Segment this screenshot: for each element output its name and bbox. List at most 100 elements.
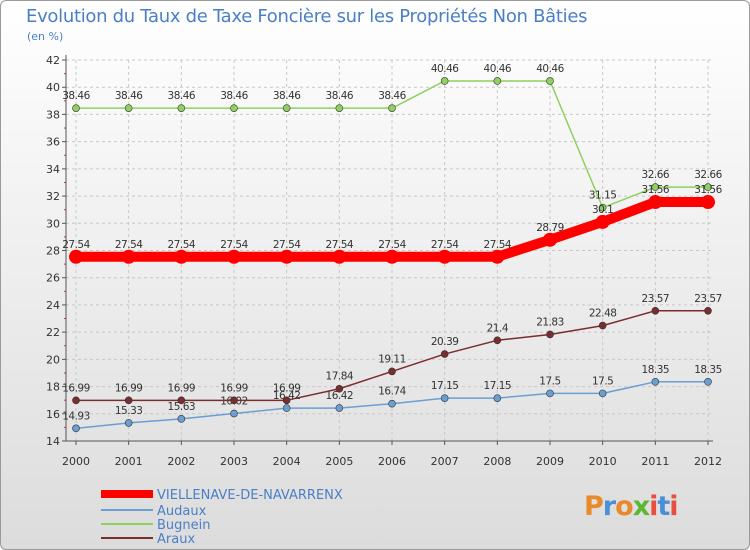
y-tick-label: 38	[46, 108, 60, 121]
data-label: 17.15	[431, 380, 459, 392]
data-point	[282, 396, 291, 405]
logo-letter: r	[602, 491, 616, 522]
data-label: 16.99	[62, 382, 90, 394]
y-tick-label: 42	[46, 54, 60, 67]
legend-label: Araux	[157, 532, 195, 547]
data-point	[651, 183, 660, 191]
data-point	[543, 232, 557, 247]
data-label: 38.46	[326, 90, 354, 102]
data-point	[704, 378, 712, 386]
data-label: 17.15	[484, 380, 512, 392]
data-label: 22.48	[589, 308, 617, 320]
data-point	[490, 249, 505, 264]
proxiti-logo: Proxiti	[584, 491, 679, 522]
data-label: 38.46	[62, 90, 90, 102]
data-point	[493, 394, 502, 402]
data-label: 31.15	[589, 190, 617, 202]
data-label: 16.74	[378, 386, 406, 398]
data-point	[493, 77, 502, 85]
x-tick-label: 2001	[115, 455, 143, 468]
data-label: 27.54	[115, 239, 143, 251]
data-point	[124, 419, 133, 427]
logo-letter: i	[669, 491, 678, 522]
data-point	[437, 249, 452, 264]
data-label: 38.46	[168, 90, 196, 102]
data-label: 23.57	[642, 293, 670, 305]
y-tick-label: 32	[46, 190, 60, 203]
data-label: 14.93	[62, 410, 90, 422]
data-point	[493, 336, 502, 345]
data-point	[595, 214, 610, 229]
data-point	[388, 399, 396, 408]
logo-letter: x	[632, 491, 650, 522]
data-point	[701, 195, 715, 210]
data-point	[648, 195, 663, 210]
series-audaux: 14.9315.3315.6316.0216.4216.4216.7417.15…	[62, 364, 722, 433]
y-tick-label: 24	[46, 299, 60, 312]
data-point	[440, 350, 449, 358]
data-point	[121, 249, 136, 264]
data-label: 27.54	[378, 239, 406, 251]
data-label: 16.99	[273, 382, 301, 394]
axes: 14 16 18 20 22 24 26 28 30 32 34 36 38 40 42 2000 2001 20…	[46, 54, 722, 468]
data-label: 32.66	[694, 169, 722, 181]
y-tick-label: 18	[46, 381, 60, 394]
legend-label: Audaux	[157, 504, 207, 519]
x-tick-label: 2012	[694, 455, 722, 468]
data-label: 27.54	[326, 239, 354, 251]
data-label: 15.33	[115, 405, 143, 417]
data-label: 30.1	[592, 204, 613, 216]
data-label: 27.54	[62, 239, 90, 251]
data-label: 18.35	[642, 364, 670, 376]
y-tick-label: 30	[46, 217, 60, 230]
x-tick-label: 2003	[220, 455, 248, 468]
data-label: 27.54	[220, 239, 248, 251]
x-tick-label: 2000	[62, 455, 90, 468]
data-point	[704, 183, 712, 191]
data-label: 16.99	[168, 382, 196, 394]
chart-title: Evolution du Taux de Taxe Foncière sur l…	[26, 6, 588, 27]
data-label: 38.46	[378, 90, 406, 102]
legend-label: VIELLENAVE-DE-NAVARRENX	[157, 488, 343, 503]
data-point	[177, 396, 186, 405]
data-point	[174, 249, 189, 264]
x-tick-label: 2004	[273, 455, 301, 468]
y-tick-label: 26	[46, 272, 60, 285]
data-point	[335, 404, 344, 412]
data-label: 18.35	[694, 364, 722, 376]
data-label: 31.56	[694, 184, 722, 196]
logo-letter: o	[615, 491, 634, 522]
series-viellenave-de-navarrenx: 27.54 27.54 27.54 27.54 27.54 27.54 27.54 27.54…	[62, 184, 723, 264]
x-tick-label: 2005	[325, 455, 353, 468]
data-point	[598, 321, 607, 330]
data-point	[69, 249, 83, 264]
data-point	[72, 396, 80, 405]
logo-letter: t	[657, 491, 670, 522]
data-point	[335, 384, 344, 393]
data-label: 27.54	[168, 239, 196, 251]
data-label: 16.99	[220, 382, 248, 394]
data-label: 38.46	[273, 90, 301, 102]
data-point	[279, 249, 294, 264]
series-group: 14.9315.3315.6316.0216.4216.4216.7417.15…	[62, 63, 723, 433]
data-point	[72, 104, 80, 112]
logo-letter: i	[649, 491, 658, 522]
data-point	[440, 77, 449, 85]
y-tick-label: 36	[46, 136, 60, 149]
data-point	[335, 104, 344, 112]
x-tick-label: 2002	[167, 455, 195, 468]
data-label: 31.56	[642, 184, 670, 196]
data-point	[704, 306, 712, 315]
data-point	[230, 396, 238, 405]
x-tick-label: 2011	[641, 455, 669, 468]
data-point	[546, 77, 554, 85]
data-point	[227, 249, 241, 264]
data-label: 28.79	[536, 222, 564, 234]
data-label: 15.63	[168, 401, 196, 413]
data-point	[598, 203, 607, 212]
x-tick-label: 2006	[378, 455, 406, 468]
legend-label: Bugnein	[157, 518, 211, 533]
data-label: 27.54	[484, 239, 512, 251]
